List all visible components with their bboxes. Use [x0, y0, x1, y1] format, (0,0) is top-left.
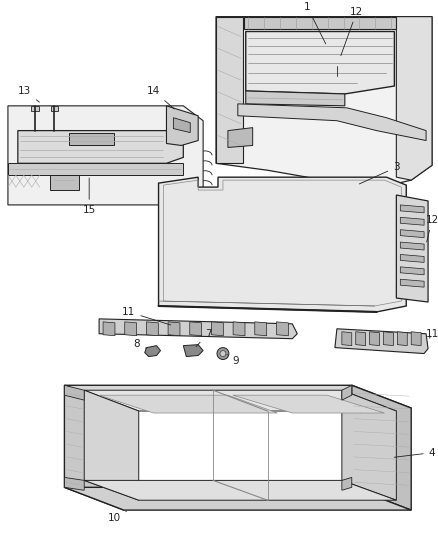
Polygon shape: [244, 17, 396, 29]
Polygon shape: [342, 332, 352, 345]
Polygon shape: [233, 395, 385, 413]
Circle shape: [220, 351, 226, 357]
Polygon shape: [396, 195, 428, 302]
Polygon shape: [400, 217, 424, 225]
Polygon shape: [276, 322, 288, 336]
Text: 12: 12: [341, 7, 364, 55]
Circle shape: [332, 56, 342, 66]
Text: 9: 9: [227, 354, 239, 367]
Polygon shape: [228, 127, 253, 148]
Polygon shape: [370, 332, 379, 345]
Text: 12: 12: [425, 215, 438, 242]
Polygon shape: [146, 322, 158, 336]
Polygon shape: [212, 322, 223, 336]
Polygon shape: [84, 390, 139, 500]
Polygon shape: [400, 254, 424, 262]
Polygon shape: [352, 385, 411, 510]
Polygon shape: [246, 91, 345, 106]
Polygon shape: [64, 487, 411, 510]
Text: 14: 14: [147, 86, 174, 109]
Polygon shape: [342, 478, 352, 490]
Polygon shape: [400, 242, 424, 250]
Polygon shape: [168, 322, 180, 336]
Text: 4: 4: [394, 448, 435, 458]
Polygon shape: [400, 279, 424, 287]
Polygon shape: [8, 163, 184, 175]
Polygon shape: [99, 395, 277, 413]
Polygon shape: [103, 322, 115, 336]
Polygon shape: [84, 390, 396, 411]
Polygon shape: [50, 106, 58, 111]
Polygon shape: [31, 106, 39, 111]
Circle shape: [217, 348, 229, 359]
Polygon shape: [18, 131, 184, 163]
Text: 15: 15: [82, 178, 96, 215]
Circle shape: [333, 181, 351, 199]
Circle shape: [298, 114, 306, 122]
Polygon shape: [125, 322, 137, 336]
Polygon shape: [84, 480, 396, 500]
Polygon shape: [400, 230, 424, 238]
Polygon shape: [190, 322, 201, 336]
Text: 8: 8: [134, 338, 146, 349]
Polygon shape: [356, 332, 366, 345]
Polygon shape: [145, 345, 160, 357]
Text: 11: 11: [122, 307, 171, 325]
Polygon shape: [173, 118, 190, 133]
Text: 7: 7: [196, 329, 212, 346]
Polygon shape: [342, 390, 396, 500]
Polygon shape: [8, 106, 203, 205]
Polygon shape: [166, 106, 198, 146]
Polygon shape: [99, 319, 297, 338]
Polygon shape: [400, 205, 424, 213]
Polygon shape: [216, 17, 432, 187]
Polygon shape: [64, 385, 124, 510]
Polygon shape: [246, 31, 394, 94]
Text: 1: 1: [304, 2, 326, 44]
Polygon shape: [397, 332, 407, 345]
Polygon shape: [342, 385, 352, 400]
Circle shape: [337, 185, 347, 195]
Text: 3: 3: [359, 162, 399, 184]
Polygon shape: [184, 345, 203, 357]
Polygon shape: [400, 267, 424, 275]
Polygon shape: [64, 478, 84, 490]
Text: 13: 13: [18, 86, 39, 102]
Polygon shape: [335, 329, 428, 353]
Polygon shape: [216, 17, 243, 163]
Polygon shape: [49, 175, 79, 190]
Polygon shape: [233, 322, 245, 336]
Text: 10: 10: [107, 512, 127, 523]
Text: 11: 11: [425, 329, 438, 339]
Circle shape: [295, 111, 309, 125]
Polygon shape: [64, 385, 84, 400]
Polygon shape: [411, 332, 421, 345]
Polygon shape: [64, 385, 411, 408]
Polygon shape: [238, 104, 426, 141]
Polygon shape: [384, 332, 393, 345]
Polygon shape: [396, 17, 432, 180]
Polygon shape: [255, 322, 267, 336]
Polygon shape: [159, 177, 406, 312]
Polygon shape: [69, 133, 114, 146]
